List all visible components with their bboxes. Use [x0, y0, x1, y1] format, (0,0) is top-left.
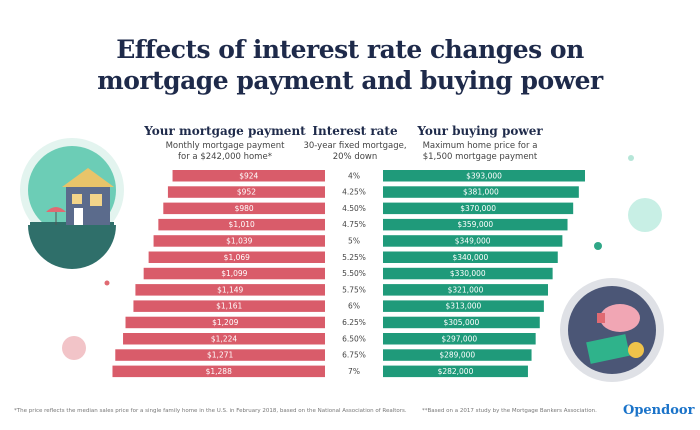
buying-power-label: $313,000 [446, 302, 482, 311]
decorative-dot [628, 155, 634, 161]
buying-power-label: $381,000 [463, 188, 499, 197]
payment-bar [158, 218, 325, 231]
payment-bar [135, 284, 325, 296]
buying-power-bar [383, 365, 528, 378]
payment-bar [133, 300, 325, 312]
payment-bar [112, 365, 325, 378]
buying-power-label: $282,000 [438, 367, 474, 376]
buying-power-bar [383, 235, 563, 247]
buying-power-label: $359,000 [457, 220, 493, 229]
payment-bar [148, 251, 325, 263]
payment-label: $924 [239, 171, 258, 180]
buying-power-bar [383, 349, 532, 361]
rate-label: 5.50% [342, 269, 366, 278]
buying-power-bar [383, 251, 558, 263]
decorative-dot [594, 242, 602, 250]
middle-heading: Interest rate [312, 124, 398, 138]
payment-label: $1,161 [216, 302, 242, 311]
payment-label: $1,039 [226, 237, 252, 246]
payment-label: $980 [235, 204, 254, 213]
rate-label: 6.75% [342, 351, 366, 360]
payment-bar [153, 235, 325, 247]
buying-power-bar [383, 284, 548, 296]
buying-power-label: $305,000 [443, 318, 479, 327]
buying-power-label: $393,000 [466, 171, 502, 180]
rate-label: 6.25% [342, 318, 366, 327]
payment-label: $1,209 [212, 318, 238, 327]
house-illustration [20, 138, 124, 269]
payment-label: $1,149 [217, 285, 243, 294]
payment-label: $1,069 [224, 253, 250, 262]
left-heading: Your mortgage payment [144, 124, 306, 138]
rate-label: 6.50% [342, 334, 366, 343]
payment-label: $1,099 [221, 269, 247, 278]
buying-power-label: $340,000 [452, 253, 488, 262]
rate-label: 4% [348, 171, 360, 180]
buying-power-label: $330,000 [450, 269, 486, 278]
payment-bar [143, 267, 325, 280]
buying-power-bar [383, 267, 553, 280]
rate-label: 5% [348, 237, 360, 246]
decorative-circle [628, 198, 662, 232]
rate-label: 4.25% [342, 188, 366, 197]
rate-label: 5.25% [342, 253, 366, 262]
payment-label: $1,224 [211, 334, 237, 343]
buying-power-label: $349,000 [455, 237, 491, 246]
right-subheading: Maximum home price for a $1,500 mortgage … [422, 141, 538, 162]
buying-power-bar [383, 218, 568, 231]
rate-label: 4.75% [342, 220, 366, 229]
footnote-left: *The price reflects the median sales pri… [14, 408, 407, 414]
buying-power-bar [383, 316, 540, 329]
payment-label: $1,288 [206, 367, 232, 376]
payment-label: $1,271 [207, 351, 233, 360]
payment-bar [167, 186, 325, 198]
buying-power-bar [383, 170, 586, 182]
decorative-dot [104, 280, 110, 286]
rate-label: 6% [348, 302, 360, 311]
rate-label: 5.75% [342, 285, 366, 294]
buying-power-bar [383, 333, 536, 345]
payment-bar [115, 349, 325, 361]
left-subheading: Monthly mortgage payment for a $242,000 h… [165, 141, 285, 162]
buying-power-bar [383, 186, 579, 198]
buying-power-label: $370,000 [460, 204, 496, 213]
buying-power-label: $297,000 [441, 334, 477, 343]
buying-power-label: $289,000 [439, 351, 475, 360]
buying-power-bar [383, 300, 544, 312]
buying-power-label: $321,000 [448, 285, 484, 294]
rate-label: 4.50% [342, 204, 366, 213]
opendoor-logo: Opendoor [623, 403, 695, 418]
payment-bar [163, 202, 325, 215]
payment-bar [123, 333, 325, 345]
chart-title: Effects of interest rate changes on mort… [97, 35, 603, 95]
rate-label: 7% [348, 367, 360, 376]
payment-label: $1,010 [229, 220, 255, 229]
payment-label: $952 [237, 188, 256, 197]
piggy-bank-illustration [560, 278, 664, 382]
decorative-circle [62, 336, 86, 360]
middle-subheading: 30-year fixed mortgage, 20% down [303, 141, 407, 162]
payment-bar [125, 316, 325, 329]
footnote-right: **Based on a 2017 study by the Mortgage … [422, 408, 597, 414]
buying-power-bar [383, 202, 574, 215]
right-heading: Your buying power [417, 124, 543, 138]
payment-bar [172, 170, 325, 182]
